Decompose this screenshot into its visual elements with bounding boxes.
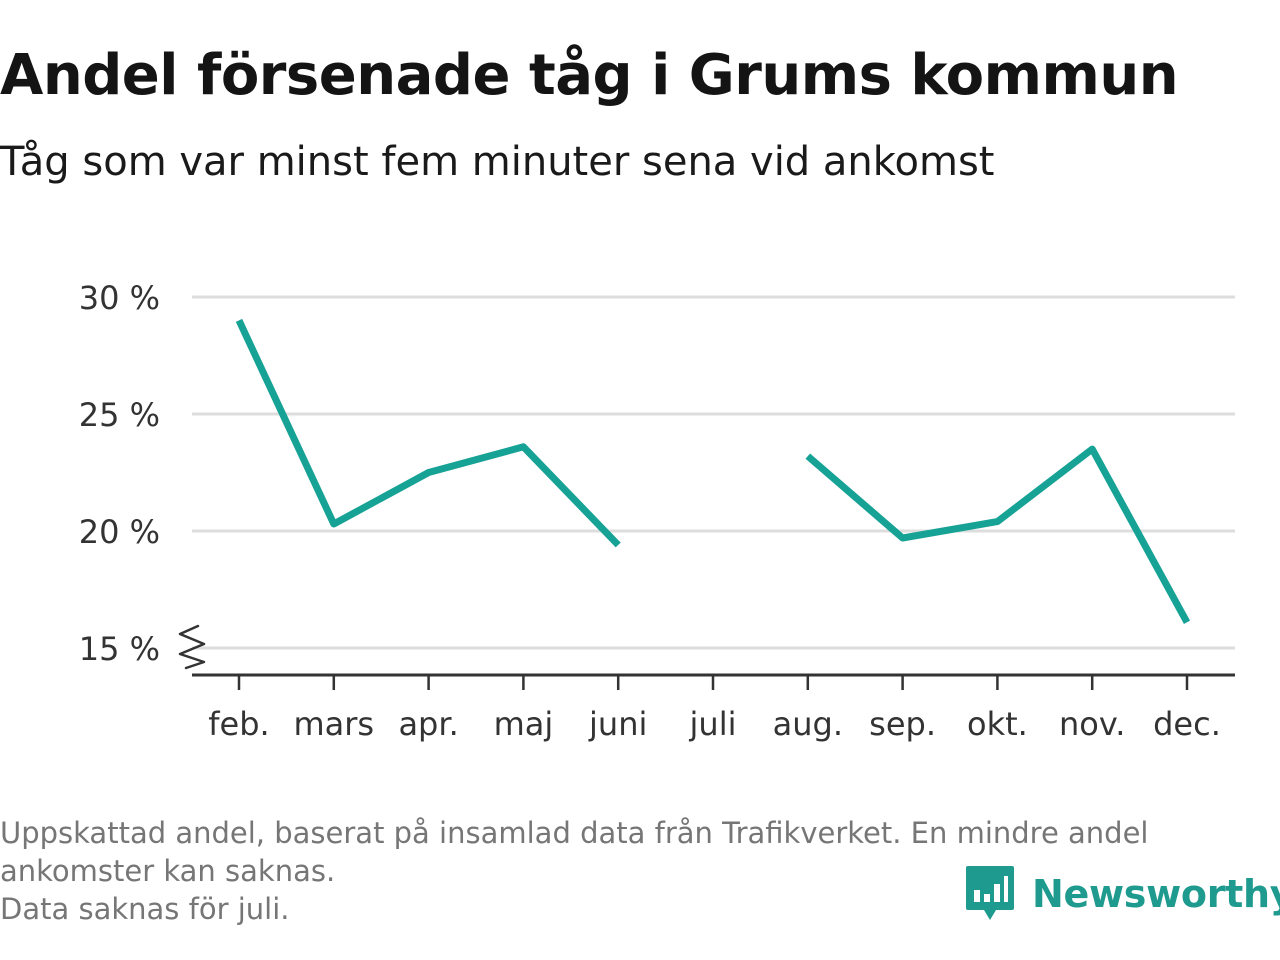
x-tick-label: sep. — [869, 705, 936, 743]
footnote-line: ankomster kan saknas. — [0, 854, 336, 888]
x-tick-label: mars — [293, 705, 374, 743]
x-tick-label: nov. — [1059, 705, 1125, 743]
brand-name: Newsworthy — [1032, 872, 1280, 916]
x-tick-label: dec. — [1153, 705, 1221, 743]
y-tick-label: 30 % — [79, 279, 160, 317]
y-axis-break-icon — [178, 624, 206, 670]
chart-subtitle: Tåg som var minst fem minuter sena vid a… — [0, 139, 995, 185]
x-tick-label: juni — [588, 705, 647, 743]
chart-title: Andel försenade tåg i Grums kommun — [0, 43, 1179, 108]
x-tick-label: juli — [689, 705, 737, 743]
x-tick-label: maj — [494, 705, 554, 743]
y-axis-ticks: 15 % 20 % 25 % 30 % — [79, 279, 160, 668]
x-tick-label: feb. — [208, 705, 269, 743]
footnote-line: Data saknas för juli. — [0, 892, 290, 926]
footnote: Uppskattad andel, baserat på insamlad da… — [0, 814, 1270, 928]
gridlines — [192, 295, 1235, 650]
series-line — [805, 445, 1191, 624]
y-tick-label: 25 % — [79, 396, 160, 434]
y-tick-label: 15 % — [79, 630, 160, 668]
x-tick-label: okt. — [967, 705, 1028, 743]
series-line — [235, 318, 621, 548]
y-tick-label: 20 % — [79, 513, 160, 551]
x-tick-label: aug. — [773, 705, 843, 743]
newsworthy-logo-icon — [966, 866, 1014, 920]
x-tick-label: apr. — [398, 705, 458, 743]
x-axis — [178, 624, 1235, 677]
brand-logo: Newsworthy — [964, 864, 1280, 924]
x-axis-ticks: feb. mars apr. maj juni juli aug. sep. okt. nov. d… — [208, 675, 1221, 743]
series-lines — [235, 318, 1191, 624]
footnote-line: Uppskattad andel, baserat på insamlad da… — [0, 816, 1149, 850]
